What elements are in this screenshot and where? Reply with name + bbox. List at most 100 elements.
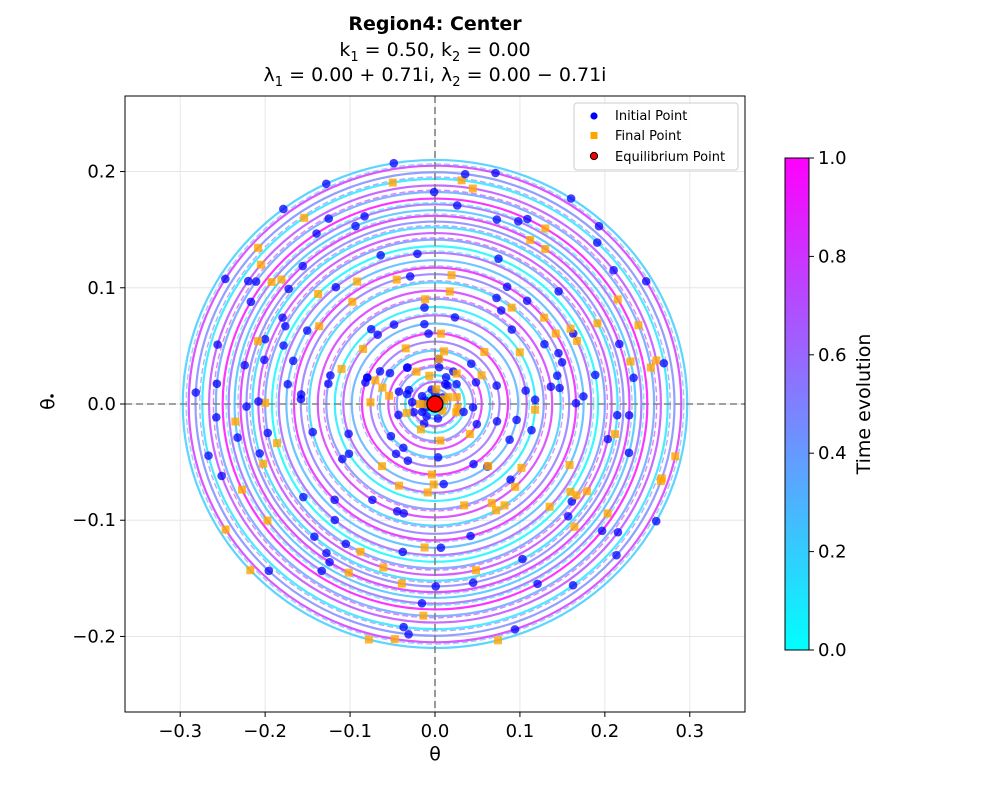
chart-title-line-2: k1 = 0.50, k2 = 0.00 — [339, 39, 530, 65]
initial-point — [296, 390, 306, 399]
initial-point — [338, 454, 347, 464]
initial-point — [212, 379, 222, 389]
y-tick-label: 0.2 — [87, 162, 116, 183]
initial-point — [386, 431, 396, 441]
final-point — [423, 488, 432, 497]
initial-point — [240, 360, 249, 370]
initial-point — [506, 475, 515, 484]
initial-point — [263, 428, 273, 438]
initial-point — [440, 379, 450, 389]
final-point — [507, 303, 516, 312]
final-point — [447, 271, 456, 280]
orbit-ellipse-trace — [306, 279, 564, 529]
final-point — [472, 566, 481, 575]
final-point — [256, 260, 265, 269]
initial-point — [322, 548, 331, 558]
final-point — [261, 398, 270, 407]
initial-point — [568, 580, 578, 590]
initial-point — [341, 539, 351, 549]
initial-point — [641, 276, 651, 286]
initial-point — [523, 214, 532, 224]
initial-point — [492, 293, 501, 303]
initial-point — [391, 449, 401, 459]
title-lambda1-value: 0.00 + 0.71i — [311, 64, 429, 86]
final-point — [419, 611, 428, 620]
final-point — [494, 636, 503, 645]
initial-point — [629, 373, 638, 383]
initial-point — [324, 379, 333, 388]
final-point — [314, 289, 323, 298]
initial-point — [594, 221, 604, 231]
colorbar-ticks: 0.0 0.2 0.4 0.6 0.8 1.0 — [809, 148, 847, 661]
final-point — [397, 579, 406, 588]
final-point — [500, 501, 509, 510]
initial-point — [459, 407, 468, 417]
initial-point — [512, 415, 521, 425]
y-tick-label: 0.0 — [87, 394, 116, 415]
initial-point — [330, 495, 339, 505]
final-point — [634, 321, 643, 330]
initial-point — [422, 412, 431, 421]
y-axis-label: θ — [37, 394, 59, 410]
final-point — [656, 477, 665, 486]
initial-point — [417, 391, 427, 401]
final-point — [465, 430, 474, 439]
initial-point — [513, 216, 523, 226]
final-point — [566, 324, 575, 333]
final-point — [356, 547, 365, 556]
final-point — [402, 408, 411, 417]
final-point — [626, 357, 635, 366]
initial-point — [255, 449, 264, 458]
final-point — [610, 430, 619, 439]
initial-point — [502, 282, 512, 292]
initial-point — [533, 579, 542, 589]
x-tick-label: 0.2 — [591, 721, 620, 742]
final-point — [432, 385, 441, 394]
colorbar-tick-label: 1.0 — [818, 148, 847, 169]
x-tick-label: 0.3 — [675, 721, 704, 742]
final-point — [420, 543, 429, 552]
final-point — [487, 499, 496, 508]
final-point — [388, 178, 397, 187]
initial-point — [281, 321, 290, 331]
colorbar-tick-label: 0.4 — [818, 443, 847, 464]
initial-point — [557, 357, 567, 367]
initial-point — [403, 456, 413, 465]
initial-point — [330, 515, 340, 525]
initial-point — [204, 451, 213, 460]
title-region-word: Region4 — [348, 13, 435, 35]
final-point — [246, 566, 255, 575]
initial-point — [468, 403, 478, 412]
legend-box — [573, 102, 739, 171]
initial-point — [260, 334, 270, 344]
final-point — [439, 395, 448, 404]
initial-point — [555, 383, 564, 393]
final-point — [371, 376, 380, 385]
initial-point — [460, 169, 470, 179]
initial-point — [221, 274, 230, 284]
initial-point — [251, 277, 261, 286]
final-point — [300, 213, 309, 222]
initial-point — [603, 434, 613, 444]
initial-point — [413, 249, 422, 259]
final-point — [480, 347, 489, 356]
final-point — [452, 393, 461, 402]
initial-point — [362, 373, 372, 383]
initial-point — [492, 417, 502, 426]
initial-point — [326, 371, 335, 380]
final-point — [416, 425, 425, 434]
initial-point — [404, 385, 414, 395]
final-point — [646, 363, 655, 372]
initial-point — [433, 414, 443, 423]
final-point — [517, 463, 526, 472]
colorbar-tick-label: 0.0 — [818, 640, 847, 661]
final-point — [613, 295, 622, 304]
initial-point — [527, 425, 536, 435]
initial-point — [279, 341, 288, 350]
final-point — [603, 509, 612, 518]
initial-point — [279, 204, 288, 214]
initial-point — [436, 543, 446, 552]
final-point — [415, 399, 424, 408]
initial-point — [317, 566, 327, 576]
initial-point — [392, 507, 402, 516]
